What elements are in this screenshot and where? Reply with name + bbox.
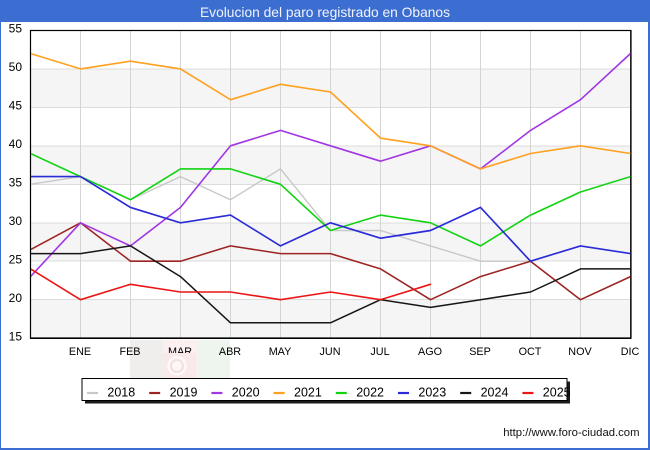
svg-text:2025: 2025 [543,386,571,400]
svg-text:25: 25 [9,253,23,267]
svg-text:2022: 2022 [356,386,384,400]
svg-text:35: 35 [9,176,23,190]
svg-text:30: 30 [9,214,23,228]
svg-text:SEP: SEP [469,346,491,358]
svg-text:50: 50 [9,60,23,74]
svg-text:45: 45 [9,99,23,113]
svg-text:JUN: JUN [320,346,341,358]
svg-text:2020: 2020 [232,386,260,400]
svg-text:55: 55 [9,22,23,36]
svg-text:2024: 2024 [481,386,509,400]
svg-text:2021: 2021 [294,386,322,400]
svg-text:ABR: ABR [219,346,241,358]
svg-text:2023: 2023 [418,386,446,400]
svg-text:DIC: DIC [621,346,640,358]
svg-text:40: 40 [9,137,23,151]
svg-text:2018: 2018 [107,386,135,400]
svg-text:OCT: OCT [519,346,542,358]
svg-text:MAY: MAY [269,346,292,358]
svg-text:ENE: ENE [69,346,91,358]
svg-text:20: 20 [9,291,23,305]
svg-text:2019: 2019 [170,386,198,400]
svg-text:NOV: NOV [568,346,592,358]
svg-text:FEB: FEB [120,346,141,358]
svg-text:15: 15 [9,330,23,344]
svg-text:JUL: JUL [370,346,389,358]
svg-text:AGO: AGO [418,346,442,358]
